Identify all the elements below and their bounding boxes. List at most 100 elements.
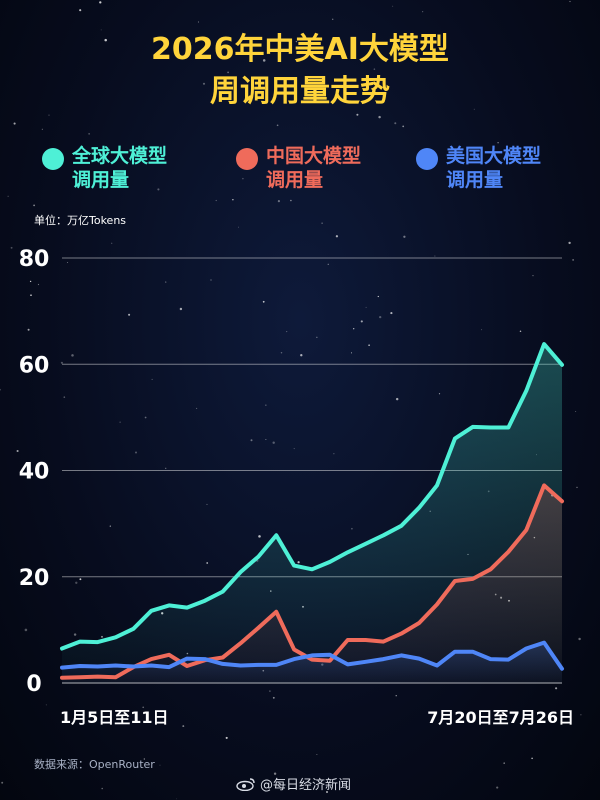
star xyxy=(293,448,295,450)
legend-dot-us-icon xyxy=(416,148,438,170)
star xyxy=(45,704,47,706)
star xyxy=(300,354,303,357)
legend-label-global-line1: 全球大模型 xyxy=(72,145,168,167)
star xyxy=(365,306,367,308)
series-line-china xyxy=(60,483,564,680)
star xyxy=(37,283,40,286)
star xyxy=(176,798,178,800)
star xyxy=(575,411,577,413)
star xyxy=(197,21,199,23)
star xyxy=(351,352,352,354)
legend-label-china-line1: 中国大模型 xyxy=(266,145,362,167)
legend-dot-global-icon xyxy=(42,148,64,170)
star xyxy=(165,467,167,469)
star xyxy=(280,351,283,354)
series-line-global xyxy=(60,342,564,651)
star xyxy=(532,274,534,277)
x-tick-label: 1月5日至11日 xyxy=(60,708,169,727)
star xyxy=(503,762,505,764)
star xyxy=(238,226,240,228)
star xyxy=(128,313,131,316)
star xyxy=(555,687,558,690)
legend-label-global-line2: 调用量 xyxy=(72,169,130,191)
star xyxy=(10,246,13,249)
y-tick-label: 40 xyxy=(19,460,50,485)
star xyxy=(390,312,393,315)
star xyxy=(496,786,499,789)
star xyxy=(276,124,279,127)
star xyxy=(227,71,229,74)
star xyxy=(335,235,339,238)
star xyxy=(258,535,261,538)
star xyxy=(104,38,107,42)
star xyxy=(101,635,103,638)
star xyxy=(373,68,376,70)
star xyxy=(196,407,198,409)
star xyxy=(497,141,499,144)
star xyxy=(215,199,217,202)
legend-label-china-line2: 调用量 xyxy=(266,169,324,191)
series-line-us xyxy=(60,640,564,671)
star xyxy=(316,754,318,755)
legend-item-china: 中国大模型 调用量 xyxy=(236,144,361,192)
star xyxy=(142,706,145,709)
star xyxy=(403,235,406,238)
legend-label-us-line1: 美国大模型 xyxy=(446,145,542,167)
star xyxy=(371,79,373,81)
star xyxy=(13,122,16,125)
star xyxy=(290,199,292,202)
star xyxy=(393,60,396,63)
star xyxy=(242,177,244,180)
star xyxy=(569,0,571,3)
star xyxy=(16,449,19,453)
star xyxy=(321,222,323,224)
star xyxy=(29,280,32,283)
star xyxy=(422,11,424,13)
area-global xyxy=(62,344,562,683)
watermark: @每日经济新闻 xyxy=(236,774,351,793)
star xyxy=(100,29,102,31)
star xyxy=(434,255,436,257)
star xyxy=(356,113,359,116)
star xyxy=(143,758,145,760)
star xyxy=(79,9,82,12)
star xyxy=(316,336,318,338)
star xyxy=(157,188,160,191)
chart-title-line2: 周调用量走势 xyxy=(210,74,390,109)
star xyxy=(265,439,267,441)
star xyxy=(30,294,32,297)
star xyxy=(576,486,578,489)
star xyxy=(179,307,183,311)
legend-label-us-line2: 调用量 xyxy=(446,169,504,191)
star xyxy=(378,115,381,119)
star xyxy=(7,195,9,197)
star xyxy=(250,439,253,442)
star xyxy=(578,637,581,641)
star xyxy=(481,329,483,331)
star xyxy=(395,695,397,697)
star xyxy=(333,453,335,455)
star xyxy=(232,199,234,201)
star xyxy=(225,736,228,739)
star xyxy=(165,281,167,283)
star xyxy=(297,561,300,564)
star xyxy=(277,200,280,203)
star xyxy=(41,128,43,130)
star xyxy=(295,40,298,43)
star xyxy=(159,764,161,766)
star xyxy=(379,315,382,319)
star xyxy=(332,18,334,20)
star xyxy=(206,562,209,564)
star xyxy=(519,330,522,333)
star xyxy=(109,525,111,527)
star xyxy=(99,1,102,4)
star xyxy=(27,328,30,331)
star xyxy=(272,441,275,444)
star xyxy=(326,791,328,793)
star xyxy=(377,295,379,298)
star xyxy=(101,787,103,790)
legend-item-us: 美国大模型 调用量 xyxy=(416,144,541,192)
star xyxy=(63,396,66,398)
star xyxy=(273,772,277,775)
y-tick-label: 0 xyxy=(26,672,41,697)
